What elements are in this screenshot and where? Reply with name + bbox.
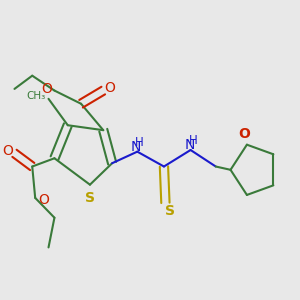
Text: S: S	[165, 204, 175, 218]
Text: O: O	[2, 144, 14, 158]
Text: N: N	[130, 140, 141, 154]
Text: O: O	[104, 81, 115, 95]
Text: O: O	[42, 82, 52, 96]
Text: H: H	[189, 134, 197, 147]
Text: O: O	[38, 193, 49, 206]
Text: CH₃: CH₃	[26, 91, 46, 101]
Text: N: N	[185, 138, 195, 152]
Text: O: O	[238, 127, 250, 141]
Text: H: H	[135, 136, 144, 149]
Text: S: S	[85, 191, 95, 205]
